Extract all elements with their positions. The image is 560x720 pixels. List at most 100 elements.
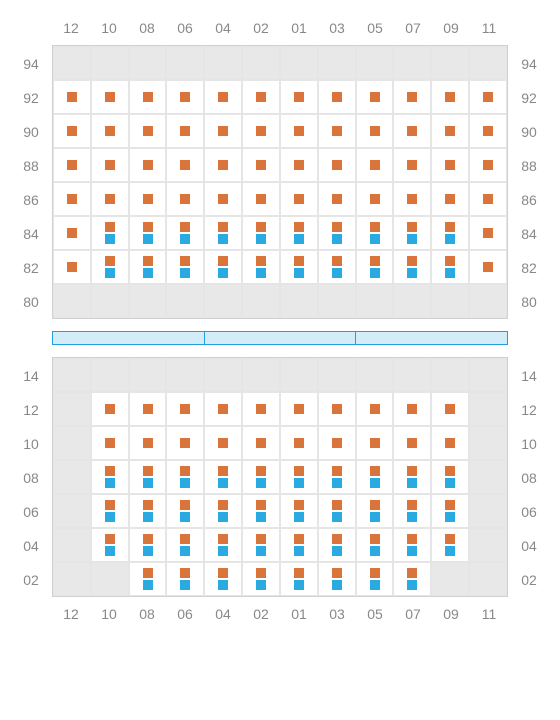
seat-cell[interactable] [431,182,469,216]
seat-cell[interactable] [280,114,318,148]
seat-cell[interactable] [166,114,204,148]
seat-cell[interactable] [356,426,394,460]
seat-cell[interactable] [129,250,167,284]
seat-cell[interactable] [431,114,469,148]
seat-cell[interactable] [356,148,394,182]
seat-cell[interactable] [91,392,129,426]
seat-cell[interactable] [242,182,280,216]
seat-cell[interactable] [280,250,318,284]
seat-cell[interactable] [431,494,469,528]
seat-cell[interactable] [393,426,431,460]
seat-cell[interactable] [166,80,204,114]
seat-cell[interactable] [356,392,394,426]
seat-cell[interactable] [204,182,242,216]
seat-cell[interactable] [393,494,431,528]
seat-cell[interactable] [318,562,356,596]
seat-cell[interactable] [53,216,91,250]
seat-cell[interactable] [166,216,204,250]
seat-cell[interactable] [280,392,318,426]
seat-cell[interactable] [469,148,507,182]
seat-cell[interactable] [242,392,280,426]
seat-cell[interactable] [356,460,394,494]
seat-cell[interactable] [356,250,394,284]
seat-cell[interactable] [53,250,91,284]
seat-cell[interactable] [356,114,394,148]
seat-cell[interactable] [204,426,242,460]
seat-cell[interactable] [129,562,167,596]
seat-cell[interactable] [393,216,431,250]
seat-cell[interactable] [129,216,167,250]
seat-cell[interactable] [242,250,280,284]
seat-cell[interactable] [129,426,167,460]
seat-cell[interactable] [53,182,91,216]
seat-cell[interactable] [91,80,129,114]
seat-cell[interactable] [166,148,204,182]
seat-cell[interactable] [318,182,356,216]
seat-cell[interactable] [91,460,129,494]
seat-cell[interactable] [129,148,167,182]
seat-cell[interactable] [91,148,129,182]
seat-cell[interactable] [242,494,280,528]
seat-cell[interactable] [129,182,167,216]
seat-cell[interactable] [204,148,242,182]
seat-cell[interactable] [469,114,507,148]
seat-cell[interactable] [280,562,318,596]
seat-cell[interactable] [242,216,280,250]
seat-cell[interactable] [129,114,167,148]
seat-cell[interactable] [242,528,280,562]
seat-cell[interactable] [91,182,129,216]
seat-cell[interactable] [204,392,242,426]
seat-cell[interactable] [91,426,129,460]
seat-cell[interactable] [469,250,507,284]
seat-cell[interactable] [280,494,318,528]
seat-cell[interactable] [431,148,469,182]
seat-cell[interactable] [393,392,431,426]
seat-cell[interactable] [242,460,280,494]
seat-cell[interactable] [129,80,167,114]
seat-cell[interactable] [166,528,204,562]
seat-cell[interactable] [356,562,394,596]
seat-cell[interactable] [129,392,167,426]
seat-cell[interactable] [204,114,242,148]
seat-cell[interactable] [280,528,318,562]
seat-cell[interactable] [431,250,469,284]
seat-cell[interactable] [356,528,394,562]
seat-cell[interactable] [393,182,431,216]
seat-cell[interactable] [166,182,204,216]
seat-cell[interactable] [280,216,318,250]
seat-cell[interactable] [204,494,242,528]
seat-cell[interactable] [356,182,394,216]
seat-cell[interactable] [129,528,167,562]
seat-cell[interactable] [356,80,394,114]
seat-cell[interactable] [393,148,431,182]
seat-cell[interactable] [280,148,318,182]
seat-cell[interactable] [91,250,129,284]
seat-cell[interactable] [91,114,129,148]
seat-cell[interactable] [91,528,129,562]
seat-cell[interactable] [166,250,204,284]
seat-cell[interactable] [318,460,356,494]
seat-cell[interactable] [204,528,242,562]
seat-cell[interactable] [166,460,204,494]
seat-cell[interactable] [318,426,356,460]
seat-cell[interactable] [53,80,91,114]
seat-cell[interactable] [431,426,469,460]
seat-cell[interactable] [91,216,129,250]
seat-cell[interactable] [204,460,242,494]
seat-cell[interactable] [356,494,394,528]
seat-cell[interactable] [280,426,318,460]
seat-cell[interactable] [280,460,318,494]
seat-cell[interactable] [242,562,280,596]
seat-cell[interactable] [166,494,204,528]
seat-cell[interactable] [53,148,91,182]
seat-cell[interactable] [91,494,129,528]
seat-cell[interactable] [53,114,91,148]
seat-cell[interactable] [393,528,431,562]
seat-cell[interactable] [204,216,242,250]
seat-cell[interactable] [393,250,431,284]
seat-cell[interactable] [431,460,469,494]
seat-cell[interactable] [280,80,318,114]
seat-cell[interactable] [431,528,469,562]
seat-cell[interactable] [431,216,469,250]
seat-cell[interactable] [318,216,356,250]
